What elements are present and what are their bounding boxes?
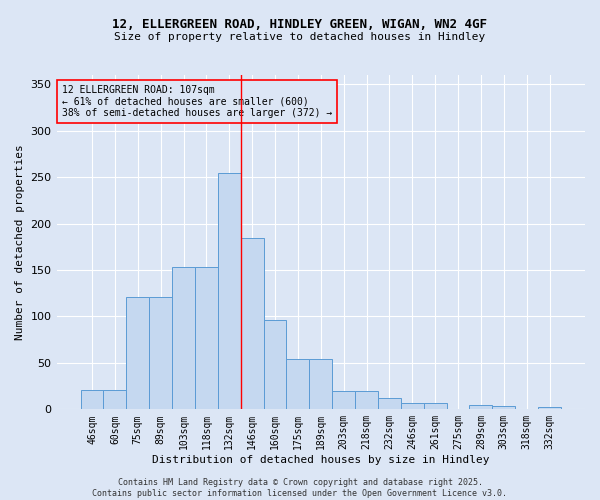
Text: Contains HM Land Registry data © Crown copyright and database right 2025.
Contai: Contains HM Land Registry data © Crown c…: [92, 478, 508, 498]
Bar: [332, 391, 355, 409]
Y-axis label: Number of detached properties: Number of detached properties: [15, 144, 25, 340]
Bar: [538, 408, 561, 410]
Bar: [401, 403, 424, 409]
Text: Size of property relative to detached houses in Hindley: Size of property relative to detached ho…: [115, 32, 485, 42]
Bar: [127, 297, 149, 410]
Bar: [378, 398, 401, 409]
Bar: [172, 267, 195, 410]
Bar: [286, 359, 310, 410]
Text: 12 ELLERGREEN ROAD: 107sqm
← 61% of detached houses are smaller (600)
38% of sem: 12 ELLERGREEN ROAD: 107sqm ← 61% of deta…: [62, 85, 332, 118]
X-axis label: Distribution of detached houses by size in Hindley: Distribution of detached houses by size …: [152, 455, 490, 465]
Bar: [218, 172, 241, 410]
Bar: [310, 359, 332, 410]
Bar: [149, 297, 172, 410]
Bar: [424, 403, 446, 409]
Bar: [493, 406, 515, 409]
Bar: [469, 404, 493, 409]
Text: 12, ELLERGREEN ROAD, HINDLEY GREEN, WIGAN, WN2 4GF: 12, ELLERGREEN ROAD, HINDLEY GREEN, WIGA…: [113, 18, 487, 30]
Bar: [355, 391, 378, 409]
Bar: [195, 267, 218, 410]
Bar: [263, 320, 286, 410]
Bar: [80, 390, 103, 409]
Bar: [103, 390, 127, 409]
Bar: [241, 238, 263, 410]
